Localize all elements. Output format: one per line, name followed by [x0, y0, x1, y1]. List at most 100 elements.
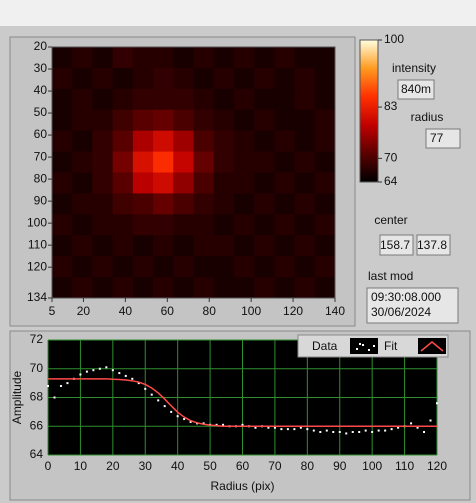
- x-tick-label: 120: [427, 459, 447, 473]
- image-cell: [72, 277, 93, 299]
- image-cell: [153, 277, 174, 299]
- image-cell: [193, 235, 215, 257]
- image-cell: [274, 172, 296, 194]
- center-y-box[interactable]: [416, 234, 451, 256]
- image-cell: [213, 277, 235, 299]
- image-cell: [52, 172, 73, 194]
- y-tick-label: 30: [34, 61, 48, 75]
- image-cell: [153, 256, 174, 278]
- image-cell: [294, 256, 316, 278]
- legend-icon-dot: [373, 345, 375, 347]
- legend-label: Fit: [384, 339, 398, 353]
- image-cell: [233, 277, 255, 299]
- image-cell: [132, 214, 154, 236]
- image-cell: [173, 88, 194, 111]
- image-cell: [52, 67, 73, 90]
- image-cell: [294, 109, 316, 132]
- x-tick-label: 120: [283, 304, 303, 318]
- data-point: [332, 431, 335, 433]
- data-point: [390, 428, 393, 431]
- image-cell: [213, 47, 235, 69]
- x-tick-label: 30: [139, 459, 153, 473]
- x-tick-label: 80: [301, 459, 315, 473]
- image-cell: [153, 130, 174, 153]
- center-label: center: [374, 213, 407, 227]
- data-point: [364, 429, 367, 432]
- y-tick-label: 60: [34, 127, 48, 141]
- intensity-image: 5 20 40 60 80 100 120 140 20 30 40 50 60 70 80 90 100 110…: [27, 39, 345, 318]
- image-cell: [132, 67, 154, 90]
- image-cell: [294, 151, 316, 173]
- image-cell: [153, 67, 174, 90]
- data-point: [358, 431, 361, 433]
- data-point: [124, 374, 127, 377]
- image-cell: [72, 172, 93, 194]
- x-tick-label: 140: [325, 304, 345, 318]
- image-cell: [213, 256, 235, 278]
- image-cell: [153, 193, 174, 215]
- image-cell: [294, 130, 316, 153]
- image-cell: [173, 256, 194, 278]
- image-cell: [132, 151, 154, 173]
- data-point: [273, 426, 276, 429]
- last-mod-box[interactable]: [366, 287, 459, 324]
- last-mod-label: last mod: [368, 269, 413, 283]
- image-cell: [233, 256, 255, 278]
- data-point: [351, 431, 354, 433]
- image-cell: [92, 214, 114, 236]
- data-point: [79, 373, 82, 376]
- image-cell: [72, 130, 93, 153]
- x-tick-label: 50: [203, 459, 217, 473]
- data-point: [416, 426, 419, 429]
- x-tick-label: 70: [268, 459, 282, 473]
- image-cell: [314, 256, 336, 278]
- image-cell: [132, 235, 154, 257]
- y-tick-label: 134: [27, 290, 47, 304]
- image-cell: [72, 47, 93, 69]
- image-cell: [52, 109, 73, 132]
- data-point: [118, 372, 121, 375]
- image-cell: [52, 277, 73, 299]
- image-cell: [92, 256, 114, 278]
- colorbar-tick-label: 83: [384, 99, 398, 113]
- image-cell: [52, 235, 73, 257]
- image-cell: [274, 214, 296, 236]
- image-cell: [153, 172, 174, 194]
- image-cell: [92, 47, 114, 69]
- image-cell: [233, 109, 255, 132]
- image-cell: [173, 214, 194, 236]
- last-mod-date: 30/06/2024: [371, 305, 431, 319]
- y-tick-label: 40: [34, 83, 48, 97]
- data-point: [377, 429, 380, 432]
- x-axis-title: Radius (pix): [210, 479, 274, 493]
- intensity-box[interactable]: [397, 79, 435, 100]
- image-cell: [173, 277, 194, 299]
- image-cell: [112, 172, 134, 194]
- image-cell: [112, 214, 134, 236]
- y-tick-label: 100: [27, 215, 47, 229]
- image-cell: [52, 130, 73, 153]
- image-cell: [92, 277, 114, 299]
- image-cell: [52, 151, 73, 173]
- data-point: [157, 399, 160, 402]
- image-cell: [213, 235, 235, 257]
- radius-value: 77: [430, 131, 444, 145]
- image-cell: [72, 256, 93, 278]
- data-point: [384, 429, 387, 432]
- center-x-box[interactable]: [379, 234, 414, 256]
- data-point: [345, 432, 348, 435]
- radius-box[interactable]: [425, 128, 461, 149]
- image-cell: [314, 277, 336, 299]
- image-cell: [314, 88, 336, 111]
- last-mod-time: 09:30:08.000: [371, 290, 441, 304]
- intensity-value: 840m: [401, 82, 431, 96]
- image-cell: [112, 235, 134, 257]
- x-tick-label: 20: [77, 304, 91, 318]
- intensity-label: intensity: [392, 61, 436, 75]
- x-tick-label: 100: [241, 304, 261, 318]
- data-point: [254, 426, 257, 429]
- image-cell: [233, 235, 255, 257]
- image-cell: [274, 109, 296, 132]
- y-tick-label: 80: [34, 171, 48, 185]
